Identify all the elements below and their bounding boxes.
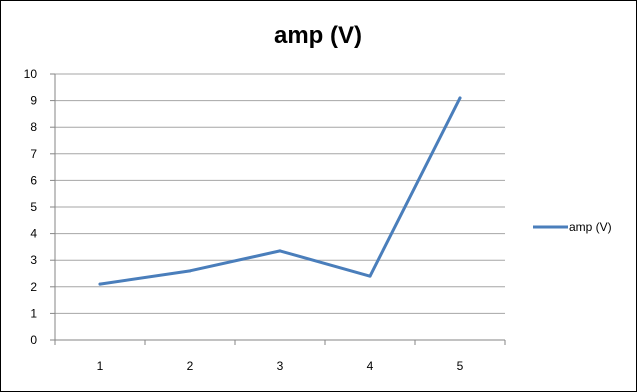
chart-title: amp (V)	[274, 22, 362, 49]
x-tick-label: 1	[97, 359, 104, 373]
axes	[50, 73, 506, 345]
series-lines	[98, 96, 462, 286]
y-tick-label: 9	[30, 94, 37, 108]
y-tick-label: 1	[30, 306, 37, 320]
y-tick-label: 4	[30, 227, 37, 241]
y-tick-label: 8	[30, 120, 37, 134]
legend-label: amp (V)	[569, 220, 612, 234]
y-tick-label: 7	[30, 147, 37, 161]
x-tick-label: 2	[187, 359, 194, 373]
y-tick-label: 3	[30, 253, 37, 267]
y-tick-labels: 0 1 2 3 4 5 6 7 8 9 10	[24, 67, 38, 347]
x-tick-label: 5	[457, 359, 464, 373]
y-tick-label: 2	[30, 280, 37, 294]
x-tick-label: 3	[277, 359, 284, 373]
gridlines	[55, 73, 505, 314]
data-point	[458, 96, 462, 100]
data-point	[368, 274, 372, 278]
data-point	[98, 282, 102, 286]
y-tick-label: 5	[30, 200, 37, 214]
y-tick-label: 6	[30, 173, 37, 187]
data-point	[188, 269, 192, 273]
legend: amp (V)	[533, 220, 612, 234]
y-tick-label: 10	[24, 67, 38, 81]
data-point	[278, 249, 282, 253]
x-tick-label: 4	[367, 359, 374, 373]
x-tick-labels: 1 2 3 4 5	[97, 359, 464, 373]
y-tick-label: 0	[30, 333, 37, 347]
series-line	[98, 96, 462, 286]
